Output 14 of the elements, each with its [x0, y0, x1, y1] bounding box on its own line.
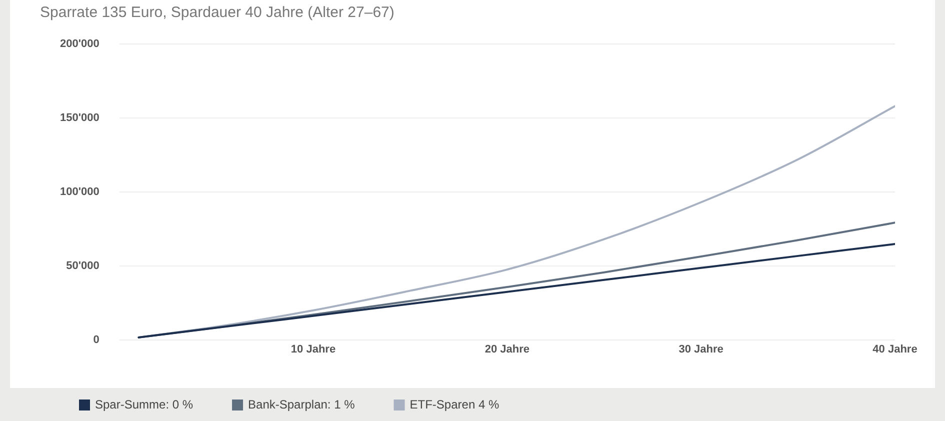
- x-tick-label: 10 Jahre: [290, 343, 336, 356]
- chart-title: Sparrate 135 Euro, Spardauer 40 Jahre (Alter 27–67): [40, 4, 394, 22]
- legend-label: ETF-Sparen 4 %: [410, 397, 500, 412]
- line-series: [138, 242, 895, 338]
- legend-label: Bank-Sparplan: 1 %: [248, 397, 356, 412]
- x-tick-label: 40 Jahre: [872, 343, 918, 356]
- x-tick-label: 20 Jahre: [484, 343, 530, 356]
- legend-label: Spar-Summe: 0 %: [95, 397, 194, 412]
- y-tick-label: 50'000: [66, 260, 100, 272]
- y-tick-label: 100'000: [60, 186, 100, 198]
- y-tick-label: 0: [93, 334, 100, 346]
- x-tick-label: 30 Jahre: [678, 343, 724, 356]
- y-tick-label: 200'000: [60, 38, 100, 50]
- y-tick-label: 150'000: [60, 112, 100, 124]
